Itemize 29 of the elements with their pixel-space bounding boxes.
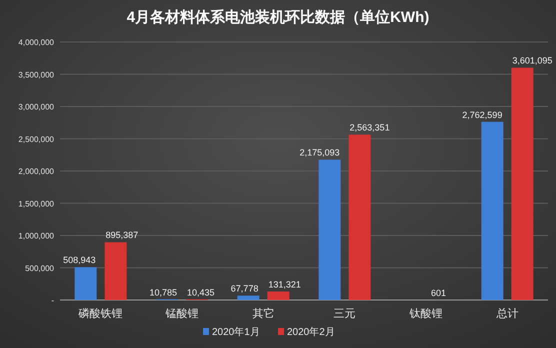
y-tick-label: 2,000,000 (18, 167, 55, 176)
legend-label: 2020年1月 (212, 326, 260, 338)
y-tick-label: 3,000,000 (18, 102, 55, 112)
y-tick-label: 2,500,000 (18, 134, 55, 144)
x-tick-label: 钛酸锂 (408, 308, 442, 320)
y-tick-label: 1,500,000 (18, 199, 55, 208)
data-label: 601 (431, 288, 446, 298)
y-tick-label: 1,000,000 (18, 232, 55, 240)
data-label: 10,785 (149, 287, 177, 298)
legend-label: 2020年2月 (287, 326, 335, 338)
data-label: 67,778 (230, 284, 258, 294)
y-tick-label: - (51, 296, 54, 305)
data-label: 2,762,599 (462, 110, 502, 120)
data-label: 2,563,351 (350, 122, 390, 133)
x-tick-label: 磷酸铁锂 (78, 307, 123, 320)
x-tick-label: 三元 (334, 308, 356, 320)
data-label: 508,943 (63, 255, 96, 266)
x-tick-label: 锰酸锂 (164, 308, 198, 320)
y-tick-label: 3,500,000 (18, 70, 55, 80)
data-label: 895,387 (106, 230, 138, 240)
chart-title: 4月各材料体系电池装机环比数据（单位KWh) (126, 9, 430, 26)
data-label: 2,175,093 (300, 148, 340, 158)
data-label: 131,321 (268, 280, 301, 290)
x-tick-label: 其它 (252, 307, 274, 320)
y-tick-label: 500,000 (25, 264, 55, 273)
data-label: 10,435 (187, 287, 215, 298)
x-tick-label: 总计 (495, 307, 518, 320)
y-tick-label: 4,000,000 (18, 38, 55, 47)
data-label: 3,601,095 (512, 56, 552, 66)
